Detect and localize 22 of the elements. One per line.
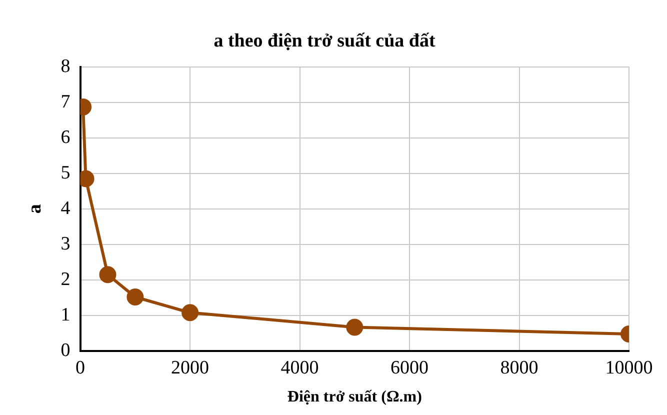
x-tick-label: 8000 — [500, 357, 538, 378]
y-tick-label: 3 — [60, 233, 70, 254]
point — [99, 266, 116, 284]
chart-title: a theo điện trở suất của đất — [214, 30, 436, 52]
y-tick-label: 0 — [60, 340, 70, 361]
point — [182, 304, 199, 322]
y-tick-label: 4 — [60, 198, 71, 219]
y-tick-label: 1 — [60, 304, 70, 326]
y-tick-label: 2 — [60, 268, 70, 290]
y-tick-label: 5 — [60, 162, 70, 184]
x-tick-label: 4000 — [280, 357, 319, 378]
y-tick-label: 8 — [60, 56, 70, 77]
y-tick-label: 6 — [60, 126, 70, 148]
x-tick-label: 2000 — [171, 357, 210, 378]
x-tick-label: 6000 — [390, 357, 429, 378]
y-axis-title: a — [24, 204, 46, 214]
x-tick-label: 10000 — [605, 357, 653, 378]
point — [126, 288, 144, 306]
x-axis-title: Điện trở suất (Ω.m) — [287, 388, 422, 406]
point — [346, 318, 364, 336]
x-tick-label: 0 — [76, 357, 86, 378]
y-tick-label: 7 — [60, 91, 70, 112]
